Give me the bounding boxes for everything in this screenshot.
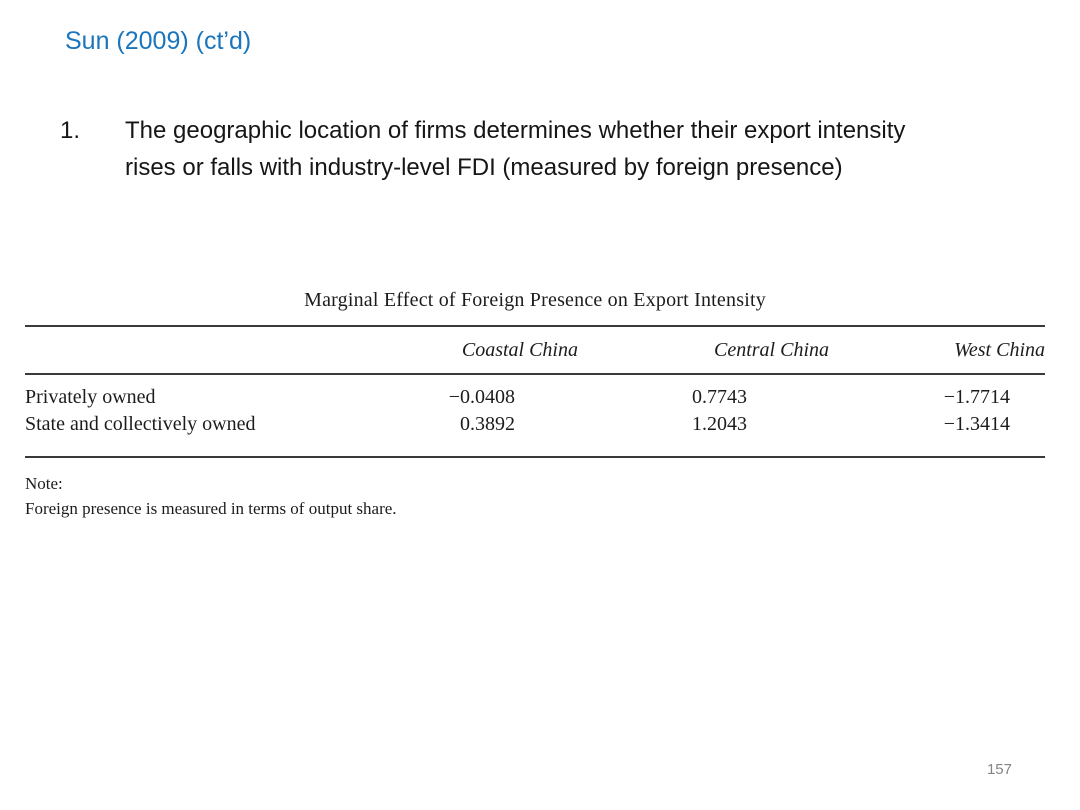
table-header-stub xyxy=(25,326,325,375)
table-header-coastal-china: Coastal China xyxy=(325,326,578,375)
page-number: 157 xyxy=(986,761,1012,778)
row-label: Privately owned xyxy=(25,386,156,408)
table-cell: 1.2043 xyxy=(692,413,747,435)
row-label: State and collectively owned xyxy=(25,413,256,435)
list-item-number: 1. xyxy=(60,117,81,144)
list-item-text: The geographic location of firms determi… xyxy=(125,117,906,181)
table-header-west-china: West China xyxy=(829,326,1045,375)
table-header-central-china: Central China xyxy=(578,326,829,375)
slide-title: Sun (2009) (ct’d) xyxy=(65,27,252,55)
table-cell: −0.0408 xyxy=(448,386,515,408)
table-cell: 0.3892 xyxy=(460,413,515,435)
table-cell: −1.7714 xyxy=(943,386,1010,408)
list-item: 1. The geographic location of firms dete… xyxy=(60,112,937,186)
note-label: Note: xyxy=(25,474,63,493)
table-header-row: Coastal China Central China West China xyxy=(25,326,1045,375)
results-table-block: Marginal Effect of Foreign Presence on E… xyxy=(25,288,1045,521)
table-cell: 0.7743 xyxy=(692,386,747,408)
table-row-privately-owned: Privately owned −0.0408 0.7743 −1.7714 xyxy=(25,374,1045,411)
table-cell: −1.3414 xyxy=(943,413,1010,435)
table-row-state-collectively-owned: State and collectively owned 0.3892 1.20… xyxy=(25,411,1045,457)
table-caption: Marginal Effect of Foreign Presence on E… xyxy=(304,289,766,311)
results-table: Coastal China Central China West China P… xyxy=(25,325,1045,458)
note-text: Foreign presence is measured in terms of… xyxy=(25,499,397,518)
